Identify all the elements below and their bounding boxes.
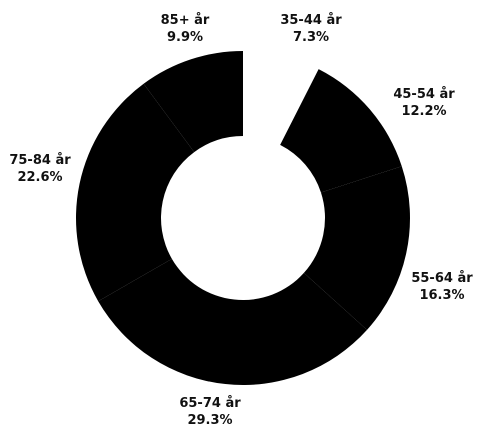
slice-value-35-44-r: 7.3% — [293, 30, 329, 45]
slice-45-54-r — [280, 69, 402, 193]
slice-label-65-74-r: 65-74 år — [179, 396, 241, 411]
slice-65-74-r — [98, 258, 368, 385]
slice-label-35-44-r: 35-44 år — [280, 13, 342, 28]
slice-label-85-plus-r: 85+ år — [161, 13, 210, 28]
slice-value-55-64-r: 16.3% — [419, 288, 464, 303]
slice-85-plus-r — [143, 51, 243, 153]
slice-label-75-84-r: 75-84 år — [9, 153, 71, 168]
slice-value-75-84-r: 22.6% — [17, 170, 62, 185]
slice-label-55-64-r: 55-64 år — [411, 271, 473, 286]
slice-35-44-r — [243, 51, 319, 145]
slice-75-84-r — [75, 83, 195, 302]
slice-value-85-plus-r: 9.9% — [167, 30, 203, 45]
slice-55-64-r — [303, 166, 411, 330]
slice-value-65-74-r: 29.3% — [187, 413, 232, 428]
slice-value-45-54-r: 12.2% — [401, 104, 446, 119]
slice-label-45-54-r: 45-54 år — [393, 87, 455, 102]
